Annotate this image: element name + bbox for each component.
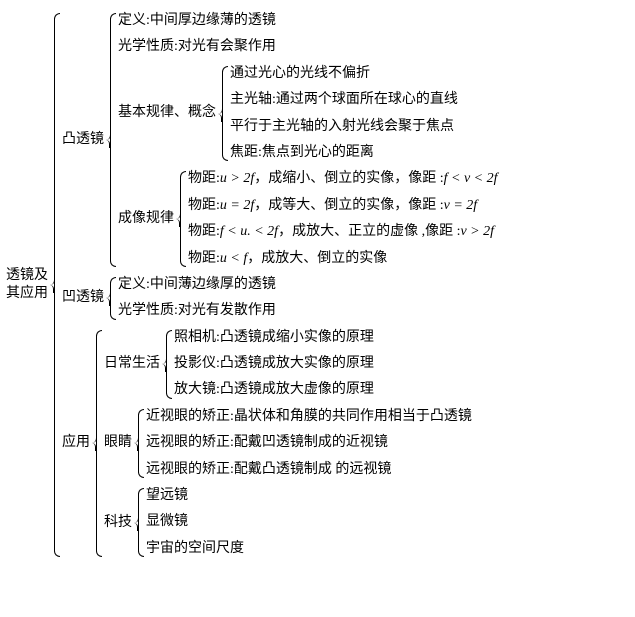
- brace-icon: [92, 327, 102, 561]
- app-label: 应用: [62, 434, 92, 452]
- t: ，成缩小、倒立的实像，像距 :: [254, 171, 443, 186]
- tech-l3: 宇宙的空间尺度: [146, 538, 244, 560]
- t: ，成等大、倒立的实像，像距 :: [254, 198, 443, 213]
- concave-opt: 光学性质:对光有发散作用: [118, 300, 276, 322]
- f: u > 2f: [220, 171, 254, 186]
- node-daily: 日常生活 照相机:凸透镜成缩小实像的原理 投影仪:凸透镜成放大实像的原理 放大镜…: [104, 327, 472, 402]
- brace-icon: [134, 406, 144, 481]
- root-label-line2: 其应用: [6, 285, 48, 303]
- convex-label: 凸透镜: [62, 131, 106, 149]
- eye-l3: 远视眼的矫正:配戴凸透镜制成 的远视镜: [146, 459, 472, 481]
- brace-icon: [50, 10, 60, 560]
- basics-l4: 焦距:焦点到光心的距离: [230, 142, 458, 164]
- f: u = 2f: [220, 198, 254, 213]
- f: u < f: [220, 251, 247, 266]
- brace-icon: [218, 63, 228, 165]
- t: ，成放大、正立的虚像 ,像距 :: [278, 224, 460, 239]
- node-imaging: 成像规律 物距:u > 2f，成缩小、倒立的实像，像距 :f < v < 2f …: [118, 168, 498, 270]
- tree-root: 透镜及 其应用 凸透镜 定义:中间厚边缘薄的透镜 光学性质:对光有会聚作用 基本…: [6, 10, 629, 560]
- f: v = 2f: [444, 198, 478, 213]
- tech-l1: 望远镜: [146, 485, 244, 507]
- tech-label: 科技: [104, 514, 134, 532]
- convex-def: 定义:中间厚边缘薄的透镜: [118, 10, 498, 32]
- root-label-line1: 透镜及: [6, 267, 48, 285]
- node-tech: 科技 望远镜 显微镜 宇宙的空间尺度: [104, 485, 472, 560]
- f: v > 2f: [460, 224, 494, 239]
- brace-icon: [106, 10, 116, 270]
- imaging-label: 成像规律: [118, 210, 176, 228]
- basics-l1: 通过光心的光线不偏折: [230, 63, 458, 85]
- t: 物距:: [188, 198, 220, 213]
- f: f < u. < 2f: [220, 224, 278, 239]
- daily-l3: 放大镜:凸透镜成放大虚像的原理: [174, 379, 374, 401]
- node-basics: 基本规律、概念 通过光心的光线不偏折 主光轴:通过两个球面所在球心的直线 平行于…: [118, 63, 498, 165]
- daily-l1: 照相机:凸透镜成缩小实像的原理: [174, 327, 374, 349]
- node-eye: 眼睛 近视眼的矫正:晶状体和角膜的共同作用相当于凸透镜 远视眼的矫正:配戴凹透镜…: [104, 406, 472, 481]
- brace-icon: [176, 168, 186, 270]
- tech-l2: 显微镜: [146, 511, 244, 533]
- imaging-r2: 物距:u = 2f，成等大、倒立的实像，像距 :v = 2f: [188, 195, 498, 217]
- concave-label: 凹透镜: [62, 289, 106, 307]
- t: 物距:: [188, 251, 220, 266]
- node-convex: 凸透镜 定义:中间厚边缘薄的透镜 光学性质:对光有会聚作用 基本规律、概念 通过…: [62, 10, 498, 270]
- eye-label: 眼睛: [104, 434, 134, 452]
- imaging-r3: 物距:f < u. < 2f，成放大、正立的虚像 ,像距 :v > 2f: [188, 221, 498, 243]
- imaging-r4: 物距:u < f，成放大、倒立的实像: [188, 248, 498, 270]
- brace-icon: [106, 274, 116, 323]
- eye-l1: 近视眼的矫正:晶状体和角膜的共同作用相当于凸透镜: [146, 406, 472, 428]
- eye-l2: 远视眼的矫正:配戴凹透镜制成的近视镜: [146, 432, 472, 454]
- imaging-r1: 物距:u > 2f，成缩小、倒立的实像，像距 :f < v < 2f: [188, 168, 498, 190]
- brace-icon: [134, 485, 144, 560]
- root-label: 透镜及 其应用: [6, 267, 50, 303]
- daily-label: 日常生活: [104, 355, 162, 373]
- brace-icon: [162, 327, 172, 402]
- node-concave: 凹透镜 定义:中间薄边缘厚的透镜 光学性质:对光有发散作用: [62, 274, 498, 323]
- basics-l3: 平行于主光轴的入射光线会聚于焦点: [230, 116, 458, 138]
- t: 物距:: [188, 224, 220, 239]
- f: f < v < 2f: [444, 171, 498, 186]
- t: 物距:: [188, 171, 220, 186]
- convex-opt: 光学性质:对光有会聚作用: [118, 36, 498, 58]
- t: ，成放大、倒立的实像: [247, 251, 387, 266]
- daily-l2: 投影仪:凸透镜成放大实像的原理: [174, 353, 374, 375]
- basics-l2: 主光轴:通过两个球面所在球心的直线: [230, 89, 458, 111]
- basics-label: 基本规律、概念: [118, 104, 218, 122]
- node-app: 应用 日常生活 照相机:凸透镜成缩小实像的原理 投影仪:凸透镜成放大实像的原理 …: [62, 327, 498, 561]
- concave-def: 定义:中间薄边缘厚的透镜: [118, 274, 276, 296]
